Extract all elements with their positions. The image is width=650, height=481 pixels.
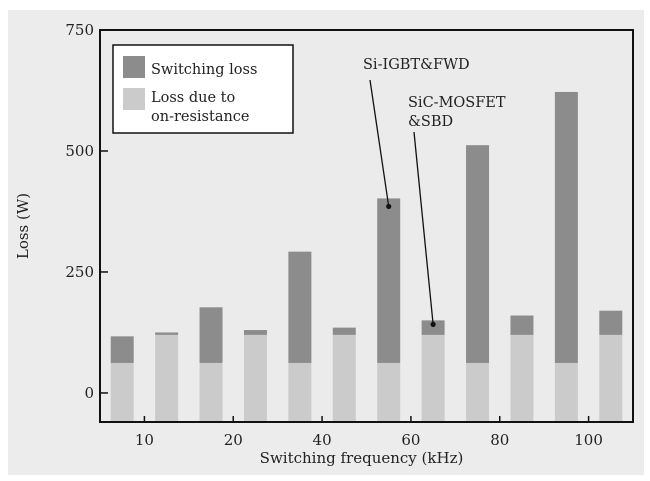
bar-on-resistance: [377, 362, 401, 422]
annotation-si-igbt: Si-IGBT&FWD: [363, 57, 470, 73]
bar-switching-loss: [421, 320, 445, 335]
y-axis-title: Loss (W): [14, 193, 32, 259]
legend-swatch-on-resistance: [123, 88, 145, 110]
x-tick-label: 20: [224, 431, 243, 449]
bar-switching-loss: [510, 315, 534, 335]
bar-on-resistance: [421, 334, 445, 422]
x-tick-label: 100: [574, 431, 603, 449]
x-tick-label: 40: [313, 431, 332, 449]
y-tick-label: 0: [84, 384, 94, 402]
bar-on-resistance: [332, 334, 356, 422]
bar-switching-loss: [288, 251, 312, 363]
x-axis-title: Switching frequency (kHz): [260, 449, 464, 467]
bar-switching-loss: [599, 310, 623, 335]
bar-switching-loss: [110, 336, 134, 363]
bar-switching-loss: [332, 327, 356, 335]
annotations: Si-IGBT&FWD SiC-MOSFET&SBD: [363, 57, 506, 327]
bar-switching-loss: [155, 332, 179, 335]
bar-switching-loss: [377, 198, 401, 363]
bar-on-resistance: [466, 362, 490, 422]
bar-on-resistance: [155, 334, 179, 422]
legend: Switching loss Loss due to on-resistance: [112, 44, 294, 134]
bar-on-resistance: [554, 362, 578, 422]
legend-label-on-resistance: Loss due to: [151, 90, 235, 106]
x-tick-label: 60: [401, 431, 420, 449]
x-axis-ticks: 10 20 40 60 80 100: [135, 416, 603, 449]
y-axis-ticks: 0 250 500 750: [65, 21, 108, 402]
bar-on-resistance: [599, 334, 623, 422]
annotation-arrowhead: [430, 321, 436, 327]
legend-label-on-resistance: on-resistance: [151, 109, 250, 125]
bar-on-resistance: [243, 334, 267, 422]
y-tick-label: 750: [65, 21, 94, 39]
bars: [110, 91, 623, 422]
annotation-arrow: [369, 79, 390, 207]
bar-on-resistance: [510, 334, 534, 422]
bar-switching-loss: [466, 145, 490, 363]
y-tick-label: 500: [65, 142, 94, 160]
x-tick-label: 10: [135, 431, 154, 449]
plot-border: [99, 29, 634, 423]
legend-swatch-switching: [123, 56, 145, 78]
annotation-sic-mosfet: SiC-MOSFET: [408, 95, 506, 111]
x-tick-label: 80: [490, 431, 509, 449]
bar-switching-loss: [554, 91, 578, 363]
legend-label-switching: Switching loss: [151, 62, 257, 78]
annotation-arrowhead: [386, 203, 392, 210]
bar-switching-loss: [199, 307, 223, 363]
y-tick-label: 250: [65, 263, 94, 281]
bar-on-resistance: [199, 362, 223, 422]
bar-on-resistance: [110, 362, 134, 422]
bar-on-resistance: [288, 362, 312, 422]
annotation-sic-mosfet: &SBD: [408, 114, 453, 130]
annotation-arrow: [413, 131, 434, 325]
bar-switching-loss: [243, 330, 267, 335]
